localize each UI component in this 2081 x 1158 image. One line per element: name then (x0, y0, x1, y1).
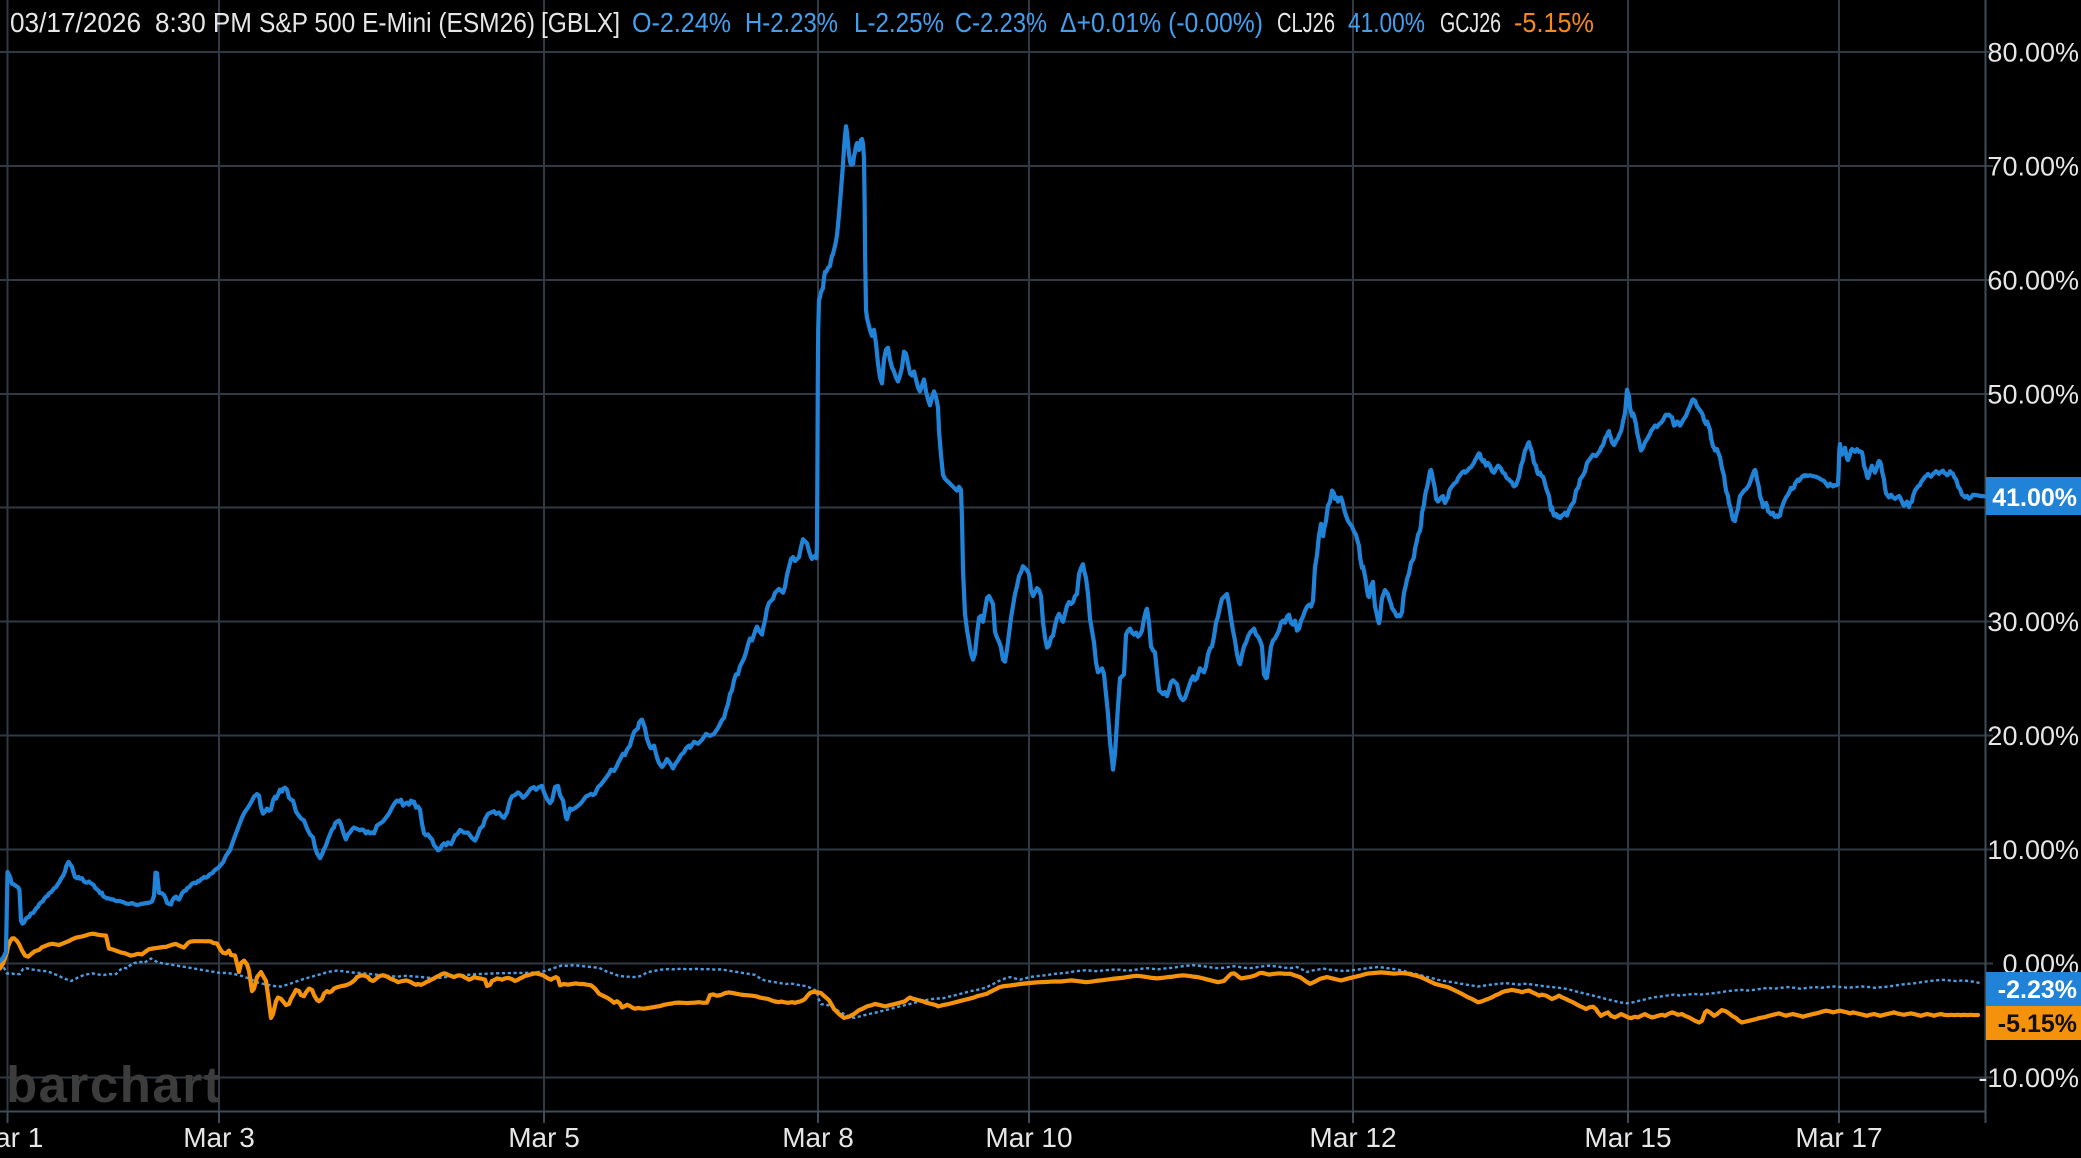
svg-text:Δ+0.01% (-0.00%): Δ+0.01% (-0.00%) (1060, 7, 1263, 38)
svg-text:S&P 500 E-Mini (ESM26): S&P 500 E-Mini (ESM26) (259, 7, 535, 38)
svg-text:70.00%: 70.00% (1987, 151, 2079, 181)
svg-text:Mar 15: Mar 15 (1584, 1122, 1671, 1153)
svg-text:barchart: barchart (6, 1056, 222, 1113)
svg-text:10.00%: 10.00% (1987, 835, 2079, 865)
svg-text:41.00%: 41.00% (1348, 7, 1425, 38)
svg-text:L-2.25%: L-2.25% (854, 7, 944, 38)
svg-text:[GBLX]: [GBLX] (541, 7, 620, 38)
svg-text:80.00%: 80.00% (1987, 38, 2079, 68)
svg-text:C-2.23%: C-2.23% (955, 7, 1047, 38)
svg-text:8:30 PM: 8:30 PM (155, 7, 252, 38)
svg-text:H-2.23%: H-2.23% (745, 7, 838, 38)
svg-text:Mar 1: Mar 1 (0, 1122, 43, 1153)
svg-text:30.00%: 30.00% (1987, 607, 2079, 637)
svg-text:Mar 17: Mar 17 (1795, 1122, 1882, 1153)
svg-text:O-2.24%: O-2.24% (632, 7, 731, 38)
svg-text:03/17/2026: 03/17/2026 (10, 7, 141, 38)
svg-text:41.00%: 41.00% (1992, 484, 2077, 512)
svg-text:Mar 10: Mar 10 (985, 1122, 1072, 1153)
svg-text:-10.00%: -10.00% (1978, 1063, 2079, 1093)
svg-text:-5.15%: -5.15% (1998, 1010, 2077, 1038)
svg-text:-2.23%: -2.23% (1998, 976, 2077, 1004)
svg-text:Mar 3: Mar 3 (183, 1122, 255, 1153)
svg-text:-5.15%: -5.15% (1514, 7, 1594, 38)
svg-text:50.00%: 50.00% (1987, 379, 2079, 409)
svg-text:60.00%: 60.00% (1987, 265, 2079, 295)
svg-text:Mar 8: Mar 8 (782, 1122, 854, 1153)
svg-text:Mar 5: Mar 5 (508, 1122, 580, 1153)
svg-text:GCJ26: GCJ26 (1440, 7, 1501, 38)
svg-text:20.00%: 20.00% (1987, 721, 2079, 751)
svg-text:Mar 12: Mar 12 (1309, 1122, 1396, 1153)
svg-text:CLJ26: CLJ26 (1277, 7, 1335, 38)
